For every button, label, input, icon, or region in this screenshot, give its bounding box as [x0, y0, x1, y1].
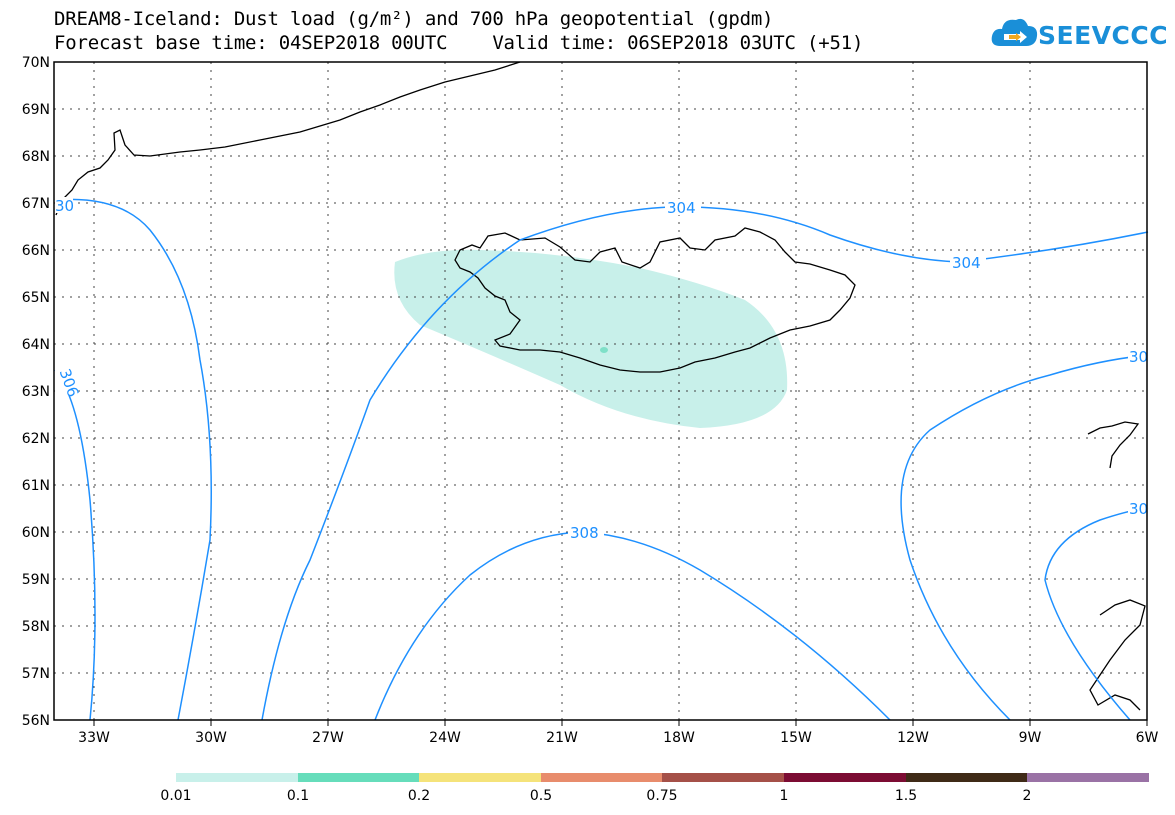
lat-label: 69N [22, 102, 50, 118]
longitude-labels: 33W 30W 27W 24W 21W 18W 15W 12W 9W 6W [78, 730, 1158, 746]
grid [54, 62, 1147, 720]
lat-label: 59N [22, 572, 50, 588]
lon-label: 6W [1136, 730, 1159, 746]
contour-label: 30 [1129, 500, 1148, 518]
contour-308 [374, 531, 891, 721]
forecast-times: Forecast base time: 04SEP2018 00UTC Vali… [54, 32, 864, 54]
cloud-icon [991, 18, 1038, 46]
scotland-coast [1089, 599, 1146, 711]
legend-label: 1 [780, 788, 789, 804]
axis-ticks [93, 720, 1148, 726]
lon-label: 15W [780, 730, 812, 746]
lat-label: 70N [22, 55, 50, 71]
faroe-coast [1087, 421, 1140, 469]
lat-label: 64N [22, 337, 50, 353]
geopotential-contours [54, 198, 1149, 721]
contour-304-main [261, 206, 1149, 721]
legend-label: 0.01 [160, 788, 191, 804]
lat-label: 57N [22, 666, 50, 682]
legend-swatch [784, 773, 906, 782]
legend-swatch [176, 773, 298, 782]
lat-label: 58N [22, 619, 50, 635]
legend-label: 0.75 [646, 788, 677, 804]
contour-30-southeast [1044, 507, 1149, 721]
legend-swatch [1027, 773, 1149, 782]
legend-swatch [662, 773, 784, 782]
contour-label: 304 [667, 199, 696, 217]
iceland-coast [454, 227, 856, 373]
legend-label: 0.2 [408, 788, 430, 804]
lat-label: 68N [22, 149, 50, 165]
dust-hotspot [600, 347, 608, 353]
legend-label: 0.5 [530, 788, 552, 804]
latitude-labels: 70N 69N 68N 67N 66N 65N 64N 63N 62N 61N … [22, 55, 50, 729]
contour-label: 30 [55, 197, 74, 215]
lon-label: 27W [312, 730, 344, 746]
map-frame [53, 61, 1148, 721]
legend-swatch [419, 773, 541, 782]
lat-label: 62N [22, 431, 50, 447]
contour-30-east [900, 354, 1149, 721]
lon-label: 24W [429, 730, 461, 746]
legend-label: 2 [1023, 788, 1032, 804]
legend-label: 1.5 [895, 788, 917, 804]
legend-colorbar [176, 773, 1149, 782]
lon-label: 21W [546, 730, 578, 746]
legend-label: 0.1 [287, 788, 309, 804]
dust-area [394, 249, 788, 428]
lat-label: 65N [22, 290, 50, 306]
lon-label: 9W [1019, 730, 1042, 746]
greenland-coast [55, 61, 521, 216]
lat-label: 60N [22, 525, 50, 541]
seevccc-logo: SEEVCCC [990, 12, 1170, 62]
legend-swatch [541, 773, 662, 782]
lon-label: 12W [897, 730, 929, 746]
contour-label: 304 [952, 254, 981, 272]
lat-label: 61N [22, 478, 50, 494]
contour-label: 30 [1129, 348, 1148, 366]
map-title: DREAM8-Iceland: Dust load (g/m²) and 700… [54, 8, 774, 30]
lat-label: 67N [22, 196, 50, 212]
legend-swatch [906, 773, 1027, 782]
contour-306-west [54, 369, 96, 721]
contour-label: 308 [570, 524, 599, 542]
contour-labels: 304 304 306 30 308 30 30 [55, 197, 1148, 542]
lon-label: 33W [78, 730, 110, 746]
legend-labels: 0.01 0.1 0.2 0.5 0.75 1 1.5 2 [160, 788, 1031, 804]
legend-swatch [298, 773, 419, 782]
lon-label: 30W [195, 730, 227, 746]
contour-304 [54, 198, 212, 721]
lat-label: 56N [22, 713, 50, 729]
lon-label: 18W [663, 730, 695, 746]
lat-label: 63N [22, 384, 50, 400]
coastlines [55, 61, 1146, 711]
lat-label: 66N [22, 243, 50, 259]
logo-text: SEEVCCC [1038, 21, 1169, 50]
